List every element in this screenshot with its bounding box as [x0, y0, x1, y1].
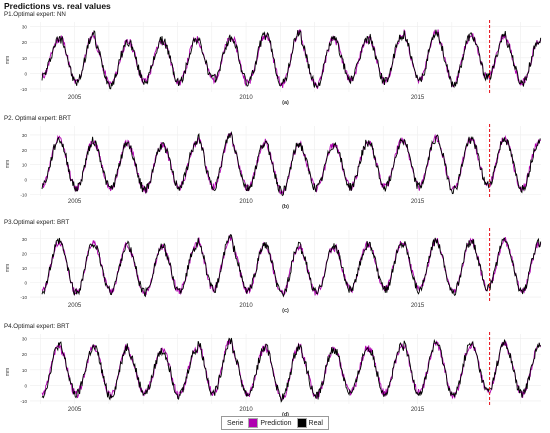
legend: Serie Prediction Real	[0, 416, 550, 430]
y-tick-label: 20	[22, 352, 28, 357]
series-line-real	[41, 29, 542, 90]
x-tick-label: 2010	[239, 303, 253, 309]
x-tick-label: 2010	[239, 407, 253, 413]
y-tick-label: 0	[24, 281, 27, 286]
panel-1: -10 0 10 20 30 mm 2005 2010 2015 (a)	[5, 20, 542, 106]
panel-title: P1.Optimal expert: NN	[4, 11, 66, 18]
panel-caption: (b)	[282, 204, 289, 210]
legend-label-real: Real	[308, 419, 323, 427]
legend-item-prediction: Prediction	[248, 418, 292, 428]
x-tick-label: 2015	[411, 407, 425, 413]
y-tick-label: 10	[22, 56, 28, 61]
series-line-real	[41, 337, 542, 403]
legend-swatch-prediction	[248, 418, 259, 428]
x-tick-label: 2010	[239, 199, 253, 205]
series-line-real	[41, 130, 541, 197]
panel-caption: (d)	[282, 412, 289, 418]
legend-swatch-real	[296, 418, 307, 428]
y-tick-label: 30	[22, 237, 28, 242]
panel-2: -10 0 10 20 30 mm 2005 2010 2015 (b)	[5, 124, 542, 210]
y-tick-label: 10	[22, 368, 28, 373]
x-tick-label: 2005	[68, 303, 82, 309]
y-axis-label: mm	[5, 368, 11, 376]
y-tick-label: 20	[22, 251, 28, 256]
y-tick-label: 20	[22, 40, 28, 45]
panel-caption: (c)	[282, 308, 289, 314]
y-axis-label: mm	[5, 56, 11, 64]
y-tick-label: -10	[20, 399, 27, 404]
figure-title: Predictions vs. real values	[4, 1, 111, 11]
y-axis-label: mm	[5, 160, 11, 168]
x-tick-label: 2015	[411, 199, 425, 205]
x-tick-label: 2005	[68, 95, 82, 101]
y-tick-label: 30	[22, 337, 28, 342]
y-tick-label: -10	[20, 295, 27, 300]
y-tick-label: 30	[22, 25, 28, 30]
legend-item-real: Real	[296, 418, 323, 428]
x-tick-label: 2015	[411, 95, 425, 101]
legend-label-prediction: Prediction	[260, 419, 292, 427]
y-tick-label: 10	[22, 163, 28, 168]
y-axis-label: mm	[5, 264, 11, 272]
panel-caption: (a)	[282, 100, 289, 106]
y-tick-label: 0	[24, 71, 27, 76]
panel-title: P4.Optimal expert: BRT	[4, 323, 70, 330]
y-tick-label: 0	[24, 178, 27, 183]
panel-title: P2. Optimal expert: BRT	[4, 115, 71, 122]
x-tick-label: 2005	[68, 407, 82, 413]
y-tick-label: 0	[24, 383, 27, 388]
series-line-real	[41, 234, 542, 298]
y-tick-label: -10	[20, 193, 27, 198]
x-tick-label: 2015	[411, 303, 425, 309]
y-tick-label: -10	[20, 87, 27, 92]
legend-title: Serie	[227, 419, 244, 427]
panel-title: P3.Optimal expert: BRT	[4, 219, 70, 226]
y-tick-label: 30	[22, 133, 28, 138]
x-tick-label: 2010	[239, 95, 253, 101]
y-tick-label: 20	[22, 148, 28, 153]
panel-3: -10 0 10 20 30 mm 2005 2010 2015 (c)	[5, 228, 542, 314]
y-tick-label: 10	[22, 266, 28, 271]
x-tick-label: 2005	[68, 199, 82, 205]
panel-4: -10 0 10 20 30 mm 2005 2010 2015 (d)	[5, 332, 542, 418]
